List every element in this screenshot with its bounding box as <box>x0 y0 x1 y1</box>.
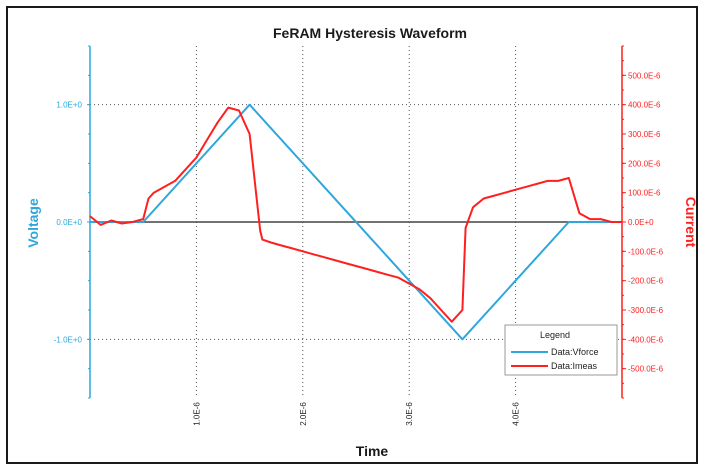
x-axis-label: Time <box>356 443 389 459</box>
left-tick-label: 1.0E+0 <box>56 101 82 110</box>
right-tick-label: 500.0E-6 <box>628 71 661 80</box>
right-tick-label: 200.0E-6 <box>628 159 661 168</box>
legend: Legend Data:Vforce Data:Imeas <box>504 324 618 376</box>
legend-entry-vforce: Data:Vforce <box>551 347 599 357</box>
right-tick-label: -200.0E-6 <box>628 277 664 286</box>
right-tick-label: 300.0E-6 <box>628 130 661 139</box>
right-tick-label: 100.0E-6 <box>628 189 661 198</box>
right-tick-label: 0.0E+0 <box>628 218 654 227</box>
x-tick-label: 2.0E-6 <box>299 402 308 426</box>
legend-title: Legend <box>540 330 570 340</box>
chart-frame <box>6 6 698 464</box>
right-tick-label: -500.0E-6 <box>628 365 664 374</box>
tick-labels: 1.0E-6 2.0E-6 3.0E-6 4.0E-6 1.0E+0 0.0E+0 -1.0… <box>54 71 664 425</box>
right-tick-label: -400.0E-6 <box>628 335 664 344</box>
left-tick-label: 0.0E+0 <box>56 218 82 227</box>
left-tick-label: -1.0E+0 <box>54 335 83 344</box>
right-tick-label: -300.0E-6 <box>628 306 664 315</box>
x-tick-label: 4.0E-6 <box>512 402 521 426</box>
series <box>89 103 622 341</box>
y-axis-label-right: Current <box>683 197 699 248</box>
x-tick-label: 1.0E-6 <box>192 402 201 426</box>
right-tick-label: 400.0E-6 <box>628 101 661 110</box>
x-tick-label: 3.0E-6 <box>405 402 414 426</box>
y-axis-label-left: Voltage <box>25 198 41 248</box>
right-tick-label: -100.0E-6 <box>628 247 664 256</box>
legend-entry-imeas: Data:Imeas <box>551 361 598 371</box>
chart-title: FeRAM Hysteresis Waveform <box>273 25 467 41</box>
series-imeas-line <box>89 106 622 323</box>
